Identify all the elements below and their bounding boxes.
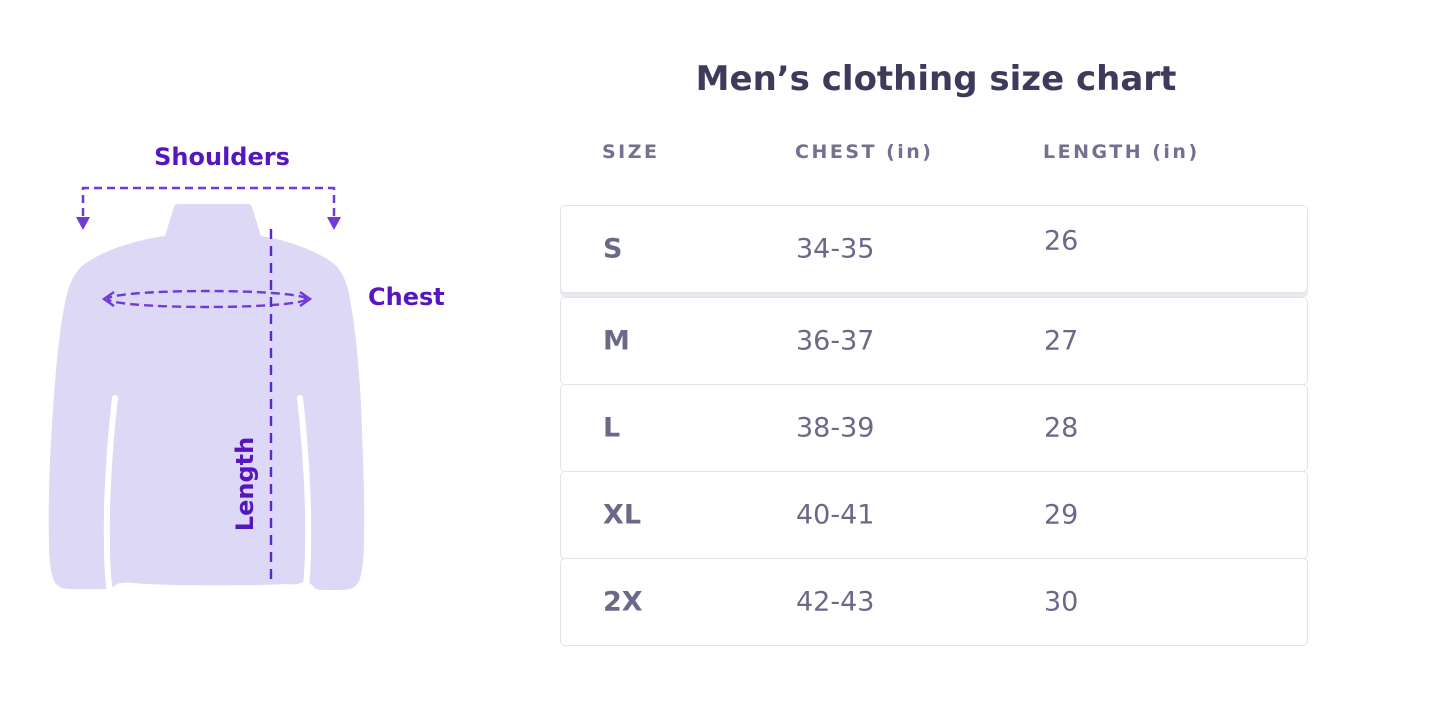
- table-row: L 38-39 28: [560, 384, 1308, 472]
- arrow-left-icon: [101, 291, 115, 307]
- sleeve-gap-left: [103, 395, 118, 595]
- column-header-chest: CHEST (in): [795, 141, 934, 163]
- chest-measure-ellipse: [101, 289, 313, 309]
- arrow-down-icon: [76, 217, 90, 230]
- shirt-measurement-diagram: Shoulders Chest Length: [30, 130, 470, 620]
- column-header-length: LENGTH (in): [1043, 141, 1200, 163]
- sleeve-gap-right: [297, 395, 312, 595]
- arrow-down-icon: [327, 217, 341, 230]
- size-cell: L: [603, 412, 621, 444]
- chest-cell: 34-35: [796, 233, 875, 265]
- chest-cell: 42-43: [796, 586, 875, 618]
- shoulders-measure-arrow: [76, 186, 341, 230]
- size-cell: S: [603, 233, 623, 265]
- length-cell: 30: [1044, 586, 1079, 618]
- size-cell: M: [603, 325, 630, 357]
- shirt-silhouette: [48, 204, 365, 590]
- table-row: M 36-37 27: [560, 297, 1308, 385]
- length-cell: 29: [1044, 499, 1079, 531]
- length-cell: 28: [1044, 412, 1079, 444]
- shoulders-label: Shoulders: [154, 143, 290, 171]
- size-cell: 2X: [603, 586, 643, 618]
- page-title: Men’s clothing size chart: [695, 59, 1177, 99]
- table-row: XL 40-41 29: [560, 471, 1308, 559]
- size-table: S 34-35 26 M 36-37 27 L 38-39 28 XL 40-4…: [560, 205, 1308, 646]
- length-cell: 27: [1044, 325, 1079, 357]
- size-cell: XL: [603, 499, 642, 531]
- chest-label: Chest: [368, 283, 445, 311]
- shirt-illustration: [48, 186, 365, 595]
- column-header-size: SIZE: [602, 141, 660, 163]
- length-label: Length: [231, 436, 259, 532]
- chest-cell: 36-37: [796, 325, 875, 357]
- chest-cell: 40-41: [796, 499, 875, 531]
- chest-cell: 38-39: [796, 412, 875, 444]
- arrow-right-icon: [299, 291, 313, 307]
- table-row: 2X 42-43 30: [560, 558, 1308, 646]
- table-row: S 34-35 26: [560, 205, 1308, 293]
- table-header-row: SIZE CHEST (in) LENGTH (in): [560, 141, 1312, 169]
- length-cell: 26: [1044, 225, 1079, 257]
